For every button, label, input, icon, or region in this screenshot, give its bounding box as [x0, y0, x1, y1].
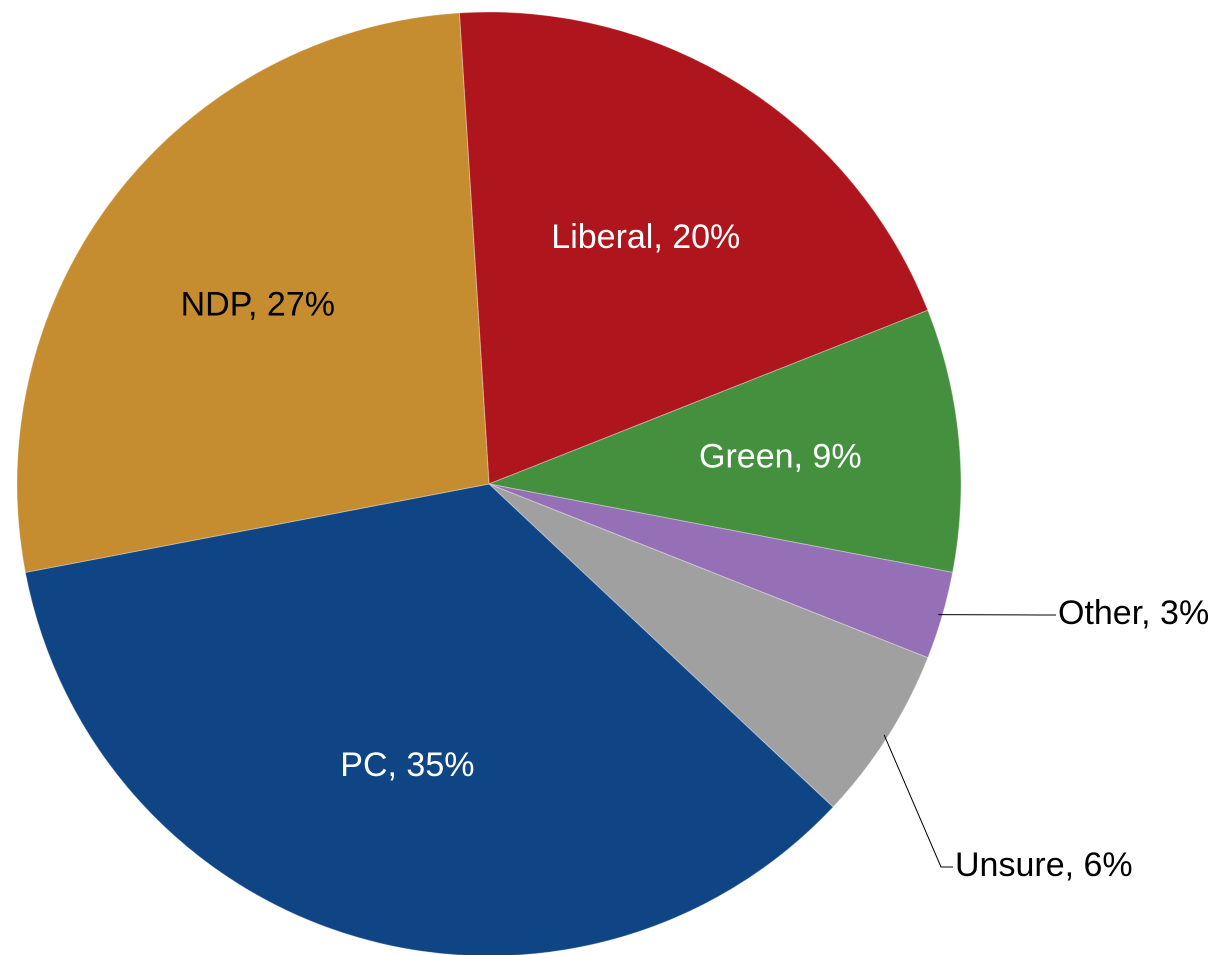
- data-label-ndp: NDP, 27%: [181, 286, 335, 324]
- pie-slice-green: [487, 309, 962, 574]
- pie-slice-unsure: [488, 483, 929, 808]
- pie-slices: [16, 11, 962, 955]
- data-label-liberal: Liberal, 20%: [551, 218, 740, 256]
- pie-slice-ndp: [16, 12, 490, 574]
- leader-line-unsure: [883, 734, 953, 868]
- pie-slice-pc: [24, 483, 834, 955]
- data-label-unsure: Unsure, 6%: [955, 846, 1133, 884]
- data-labels: Liberal, 20% Green, 9% Other, 3% Unsure, 6%…: [181, 218, 1210, 884]
- leader-lines: [883, 614, 1056, 868]
- pie-slice-liberal: [458, 11, 929, 485]
- data-label-green: Green, 9%: [699, 438, 862, 476]
- pie-slice-other: [488, 483, 954, 659]
- data-label-other: Other, 3%: [1058, 594, 1209, 632]
- data-label-pc: PC, 35%: [340, 746, 474, 784]
